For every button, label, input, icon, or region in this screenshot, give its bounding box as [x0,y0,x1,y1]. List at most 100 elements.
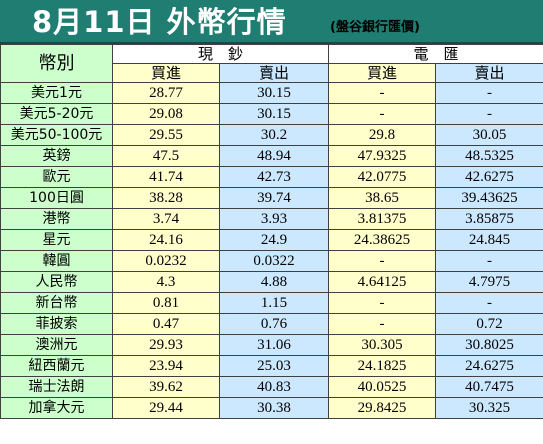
tt-buy-cell-text: - [379,105,385,122]
tt-sell-cell-text: - [487,84,493,101]
currency-name: 美元5-20元 [0,103,113,125]
cash-buy-cell: 29.93 [112,334,220,356]
tt-sell-cell: 30.05 [435,124,543,146]
cash-sell-cell-text: 30.15 [257,105,291,122]
tt-buy-cell: 42.0775 [328,166,437,188]
cash-buy-cell-text: 4.3 [156,273,176,290]
rate-rows: 美元1元 28.77 30.15 - - 美元5-20元 29.08 30.15 - - 美元50-… [0,82,543,419]
cash-buy-cell-text: 24.16 [149,231,183,248]
currency-name: 100日圓 [0,187,113,209]
currency-name-text: 紐西蘭元 [28,358,85,374]
group-header-row: 幣別 現 鈔 電 匯 [0,44,543,83]
bank-source-label: (盤谷銀行匯價) [330,20,420,35]
cash-sell-cell-text: 1.15 [260,294,288,311]
cash-buy-cell: 29.08 [112,103,220,125]
cash-buy-cell: 28.77 [112,82,220,104]
cash-buy-cell-text: 29.44 [149,399,183,416]
tt-sell-cell: 48.5325 [435,145,543,167]
currency-name: 美元50-100元 [0,124,113,146]
cash-buy-cell-text: 41.74 [149,168,183,185]
tt-buy-cell-text: 42.0775 [357,168,407,185]
tt-sell-cell-text: 42.6275 [465,168,514,185]
currency-name: 韓圓 [0,250,113,272]
tt-sell-cell: 24.845 [435,229,543,251]
tt-buy-cell: 4.64125 [328,271,437,293]
table-row: 100日圓 38.28 39.74 38.65 39.43625 [0,187,543,209]
cash-sell-cell: 40.83 [218,376,330,398]
cash-sell-cell-text: 3.93 [260,210,288,227]
tt-sell-cell-text: 30.05 [472,126,507,143]
cash-sell-cell-text: 40.83 [257,378,291,395]
cash-sell-cell-text: 31.06 [257,336,291,353]
subheader-row: 買進 賣出 買進 賣出 [1,63,543,83]
tt-buy-cell: 29.8425 [328,397,437,419]
cash-sell-cell: 24.9 [218,229,330,251]
tt-buy-cell: 29.8 [328,124,437,146]
tt-buy-cell: 24.1825 [328,355,437,377]
currency-name-text: 美元50-100元 [10,127,103,143]
cash-sell-cell: 25.03 [218,355,330,377]
tt-sell-cell: 0.72 [435,313,543,335]
cash-sell-cell: 42.73 [218,166,330,188]
cash-buy-cell-text: 28.77 [149,84,183,101]
tt-sell-cell-text: - [487,105,493,122]
tt-buy-cell-text: 24.38625 [353,231,411,248]
currency-name-text: 英鎊 [42,148,71,164]
cash-sell-cell-text: 0.0322 [253,252,295,269]
tt-sell-cell: - [435,250,543,272]
currency-name: 澳洲元 [0,334,113,356]
tt-sell-cell: 4.7975 [435,271,543,293]
tt-sell-cell: - [435,292,543,314]
cash-group-header: 現 鈔 [111,44,330,64]
tt-sell-cell-text: 40.7475 [465,378,514,395]
cash-buy-cell: 41.74 [112,166,220,188]
tt-buy-header: 買進 [328,63,437,83]
tt-buy-cell-text: 30.305 [361,336,403,353]
tt-sell-cell-text: - [487,252,493,269]
tt-sell-cell: 42.6275 [435,166,543,188]
tt-buy-cell-text: 4.64125 [357,273,407,290]
table-row: 菲披索 0.47 0.76 - 0.72 [0,313,543,335]
cash-sell-cell-text: 24.9 [260,231,288,248]
currency-name-text: 瑞士法朗 [28,379,85,395]
tt-buy-cell: - [328,313,437,335]
tt-buy-cell-text: - [379,315,385,332]
cash-sell-cell-text: 48.94 [257,147,291,164]
tt-buy-cell: - [328,250,437,272]
cash-sell-cell: 39.74 [218,187,330,209]
cash-buy-cell: 39.62 [112,376,220,398]
table-row: 歐元 41.74 42.73 42.0775 42.6275 [0,166,543,188]
cash-buy-cell: 38.28 [112,187,220,209]
tt-buy-cell: 3.81375 [328,208,437,230]
table-row: 人民幣 4.3 4.88 4.64125 4.7975 [0,271,543,293]
cash-buy-cell: 0.81 [112,292,220,314]
tt-buy-cell: 38.65 [328,187,437,209]
title-bar: 8月11日 外幣行情 (盤谷銀行匯價) [0,0,543,44]
cash-sell-cell-text: 30.38 [257,399,291,416]
currency-name: 菲披索 [0,313,113,335]
currency-name-text: 菲披索 [35,316,78,332]
tt-sell-cell: 40.7475 [435,376,543,398]
cash-sell-cell: 30.15 [218,103,330,125]
cash-sell-cell-text: 25.03 [257,357,291,374]
cash-buy-cell-text: 39.62 [149,378,183,395]
table-row: 澳洲元 29.93 31.06 30.305 30.8025 [0,334,543,356]
tt-buy-cell-text: 40.0525 [357,378,407,395]
currency-name-text: 港幣 [42,211,71,227]
currency-name-text: 澳洲元 [35,337,78,353]
cash-sell-cell: 31.06 [218,334,330,356]
cash-buy-cell: 29.44 [112,397,220,419]
tt-buy-cell-text: 29.8425 [357,399,407,416]
currency-name-text: 歐元 [42,169,71,185]
currency-name-text: 人民幣 [35,274,78,290]
cash-sell-cell: 3.93 [218,208,330,230]
currency-name: 港幣 [0,208,113,230]
currency-name: 歐元 [0,166,113,188]
tt-sell-cell: - [435,103,543,125]
tt-sell-cell-text: 4.7975 [468,273,511,290]
cash-sell-cell: 1.15 [218,292,330,314]
currency-name: 紐西蘭元 [0,355,113,377]
cash-buy-header: 買進 [112,63,220,83]
table-row: 港幣 3.74 3.93 3.81375 3.85875 [0,208,543,230]
cash-sell-cell: 30.38 [218,397,330,419]
